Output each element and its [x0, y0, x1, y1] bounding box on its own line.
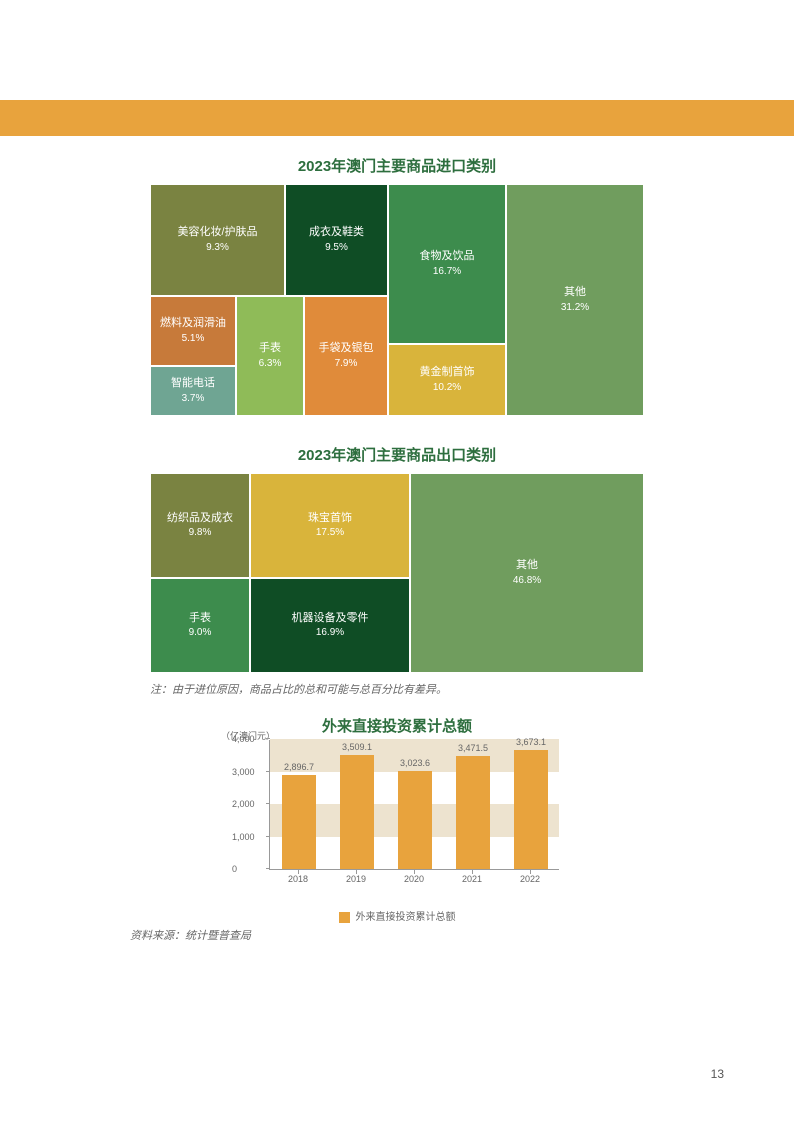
bar — [456, 756, 490, 869]
treemap-cell: 智能电话3.7% — [150, 366, 236, 416]
bar-chart: 外来直接投资累计总额 （亿澳门元） 01,0002,0003,0004,0002… — [227, 715, 567, 923]
treemap-cell: 手表6.3% — [236, 296, 304, 416]
treemap-cell: 燃料及润滑油5.1% — [150, 296, 236, 366]
treemap-cell: 珠宝首饰17.5% — [250, 473, 410, 578]
bar-plot-area: 01,0002,0003,0004,0002,896.73,509.13,023… — [269, 740, 559, 870]
treemap-cell: 手袋及银包7.9% — [304, 296, 388, 416]
page-number: 13 — [711, 1067, 724, 1081]
bar — [340, 755, 374, 869]
treemap-cell: 纺织品及成衣9.8% — [150, 473, 250, 578]
x-axis: 20182019202020212022 — [269, 870, 559, 886]
treemap-cell: 手表9.0% — [150, 578, 250, 673]
legend-label: 外来直接投资累计总额 — [356, 912, 456, 923]
bar-chart-title: 外来直接投资累计总额 — [227, 715, 567, 736]
imports-treemap: 美容化妆/护肤品9.3%成衣及鞋类9.5%食物及饮品16.7%其他31.2% 燃料… — [150, 184, 644, 416]
treemap-cell: 成衣及鞋类9.5% — [285, 184, 388, 296]
treemap-cell: 食物及饮品16.7% — [388, 184, 506, 344]
treemap-cell: 美容化妆/护肤品9.3% — [150, 184, 285, 296]
treemap-cell: 黄金制首饰10.2% — [388, 344, 506, 416]
bar-legend: 外来直接投资累计总额 — [227, 908, 567, 923]
source-text: 资料来源：统计暨普查局 — [130, 927, 684, 943]
legend-swatch — [339, 912, 350, 923]
exports-title: 2023年澳门主要商品出口类别 — [110, 444, 684, 465]
treemap-cell: 机器设备及零件16.9% — [250, 578, 410, 673]
header-banner — [0, 100, 794, 136]
footnote: 注：由于进位原因，商品占比的总和可能与总百分比有差异。 — [150, 681, 684, 697]
exports-treemap: 纺织品及成衣9.8%手表9.0%珠宝首饰17.5%机器设备及零件16.9%其他4… — [150, 473, 644, 673]
treemap-cell: 其他31.2% — [506, 184, 644, 416]
page-content: 2023年澳门主要商品进口类别 美容化妆/护肤品9.3%成衣及鞋类9.5%食物及… — [0, 155, 794, 943]
bar — [398, 771, 432, 869]
bar — [514, 750, 548, 869]
imports-title: 2023年澳门主要商品进口类别 — [110, 155, 684, 176]
treemap-cell: 其他46.8% — [410, 473, 644, 673]
bar — [282, 775, 316, 869]
